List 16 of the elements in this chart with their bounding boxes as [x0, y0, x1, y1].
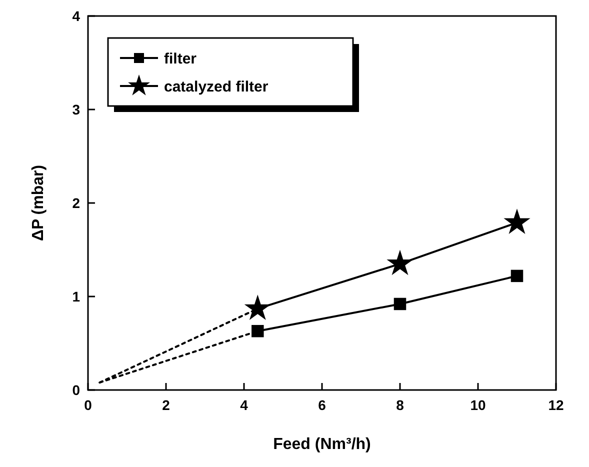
y-tick-label: 0 [72, 382, 80, 398]
x-tick-label: 4 [240, 397, 248, 413]
y-tick-label: 2 [72, 194, 80, 211]
y-tick-label: 4 [72, 8, 80, 24]
y-tick-label: 1 [72, 288, 80, 304]
y-tick-label: 3 [72, 101, 80, 118]
x-axis-title: Feed (Nm³/h) [273, 436, 371, 453]
x-tick-label: 8 [396, 397, 404, 413]
x-tick-label: 12 [548, 397, 564, 413]
x-tick-label: 2 [162, 397, 170, 413]
legend-label: filter [164, 50, 197, 68]
x-tick-label: 10 [470, 397, 486, 413]
legend-label: catalyzed filter [164, 78, 268, 96]
x-tick-label: 6 [318, 397, 326, 413]
x-tick-label: 0 [84, 397, 92, 413]
y-axis-title: ΔP (mbar) [30, 164, 47, 242]
